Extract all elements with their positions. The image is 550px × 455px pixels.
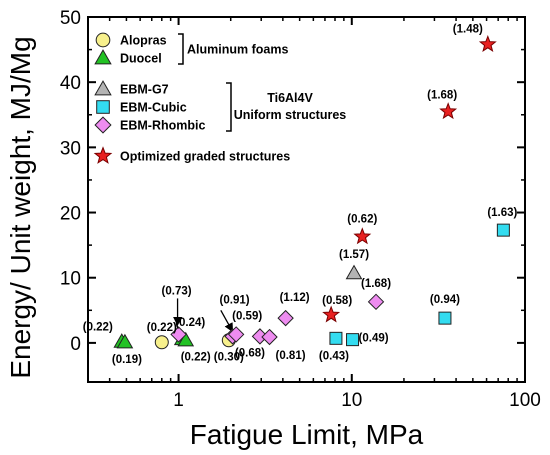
- data-label-ebm-rhombic: (1.12): [280, 292, 310, 304]
- y-tick-label: 20: [60, 204, 81, 225]
- point-ebm-rhombic: [367, 293, 385, 311]
- data-label-ebm-cubic: (0.43): [319, 350, 349, 362]
- data-label-ebm-g7: (1.57): [339, 249, 369, 261]
- data-label-alopras: (0.30): [214, 351, 244, 363]
- y-tick-label: 10: [60, 269, 81, 290]
- data-label-duocel: (0.24): [175, 317, 205, 329]
- data-label-optimized-graded-structures: (1.68): [427, 90, 457, 102]
- data-marks: [113, 34, 510, 350]
- data-label-optimized-graded-structures: (1.48): [453, 23, 483, 35]
- data-label-ebm-rhombic: (1.68): [361, 278, 391, 290]
- data-label-ebm-cubic: (0.94): [430, 294, 460, 306]
- x-tick-label: 1: [173, 390, 184, 411]
- data-label-ebm-cubic: (1.63): [487, 207, 517, 219]
- data-label-duocel: (0.22): [83, 322, 113, 334]
- point-ebm-cubic: [438, 311, 452, 325]
- point-optimized-graded-structures: [478, 34, 497, 52]
- point-duocel: [116, 333, 134, 349]
- plot-frame: [87, 16, 526, 383]
- point-optimized-graded-structures: [322, 305, 341, 323]
- legend-marker-alopras: [95, 32, 111, 48]
- data-labels: (0.22)(0.30)(0.22)(0.19)(0.24)(0.22)(1.5…: [83, 23, 518, 366]
- legend-label-alopras: Alopras: [120, 34, 167, 48]
- group-label-uniform-structures: Uniform structures: [234, 108, 347, 122]
- bracket-aluminum-foams: [178, 33, 184, 65]
- legend-label-optimized-graded-structures: Optimized graded structures: [120, 150, 290, 164]
- point-ebm-cubic: [346, 333, 360, 347]
- y-axis-title: Energy/ Unit weight, MJ/Mg: [5, 36, 36, 378]
- data-label-alopras: (0.22): [147, 322, 177, 334]
- legend-marker-ebm-cubic: [96, 100, 110, 114]
- point-optimized-graded-structures: [439, 102, 458, 120]
- legend-label-duocel: Duocel: [120, 52, 162, 66]
- x-axis-title: Fatigue Limit, MPa: [190, 419, 424, 450]
- point-ebm-rhombic: [170, 326, 187, 343]
- legend-label-ebm-rhombic: EBM-Rhombic: [120, 119, 205, 133]
- group-label-ti6al4v: Ti6Al4V: [267, 91, 313, 105]
- arrow-annotations: [173, 298, 234, 333]
- data-label-ebm-rhombic: (0.91): [220, 294, 250, 306]
- point-ebm-cubic: [329, 331, 343, 345]
- plot-border: [87, 16, 526, 383]
- data-label-duocel: (0.19): [112, 354, 142, 366]
- arrow-091: [220, 309, 234, 333]
- x-tick-label: 10: [341, 390, 362, 411]
- legend-marker-optimized-graded-structures: [93, 146, 113, 164]
- data-label-ebm-rhombic: (0.81): [276, 350, 306, 362]
- data-label-ebm-cubic: (0.49): [359, 333, 389, 345]
- y-tick-label: 40: [60, 73, 81, 94]
- x-tick-label: 100: [509, 390, 541, 411]
- x-axis: 1 10 100: [87, 17, 541, 411]
- group-label-aluminum-foams: Aluminum foams: [187, 43, 288, 57]
- legend-label-ebm-g7: EBM-G7: [120, 83, 169, 97]
- data-label-optimized-graded-structures: (0.62): [347, 214, 377, 226]
- y-tick-label: 30: [60, 138, 81, 159]
- point-optimized-graded-structures: [353, 227, 372, 245]
- point-alopras: [154, 335, 169, 350]
- legend-marker-ebm-rhombic: [94, 116, 112, 134]
- point-ebm-rhombic: [261, 328, 278, 346]
- data-label-ebm-rhombic: (0.59): [232, 310, 262, 322]
- data-label-ebm-rhombic: (0.68): [235, 347, 265, 359]
- point-ebm-rhombic: [227, 326, 245, 343]
- data-label-duocel: (0.22): [181, 351, 211, 363]
- point-ebm-cubic: [496, 223, 510, 237]
- legend-marker-duocel: [94, 49, 112, 65]
- data-label-optimized-graded-structures: (0.58): [322, 295, 352, 307]
- y-tick-label: 50: [60, 8, 81, 29]
- data-label-ebm-rhombic: (0.73): [162, 285, 192, 297]
- point-ebm-g7: [345, 264, 363, 280]
- legend-marker-ebm-g7: [94, 80, 112, 96]
- y-tick-label: 0: [70, 334, 81, 355]
- point-ebm-rhombic: [277, 309, 294, 327]
- bracket-ti6al4v: [226, 82, 232, 132]
- legend: Alopras Duocel EBM-G7 EBM-Cubic EBM-Rhombic O…: [93, 32, 347, 164]
- y-axis: 0 10 20 30 40 50: [60, 8, 525, 355]
- legend-label-ebm-cubic: EBM-Cubic: [120, 101, 187, 115]
- point-duocel: [177, 331, 195, 347]
